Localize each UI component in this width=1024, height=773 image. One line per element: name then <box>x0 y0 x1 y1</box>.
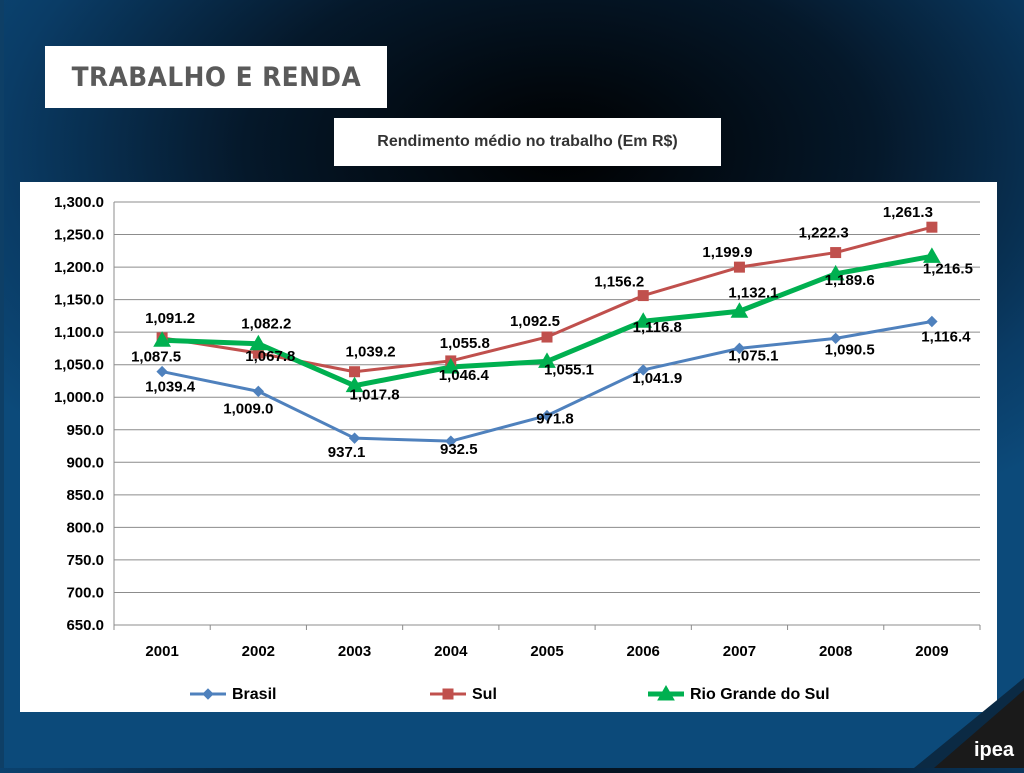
data-label-rs: 1,132.1 <box>728 284 778 301</box>
y-tick-label: 650.0 <box>66 617 104 634</box>
legend-label-rs: Rio Grande do Sul <box>690 686 830 703</box>
data-label-sul: 1,055.8 <box>440 335 490 352</box>
data-label-brasil: 1,075.1 <box>728 347 778 364</box>
y-tick-label: 1,250.0 <box>54 227 104 244</box>
y-tick-label: 950.0 <box>66 422 104 439</box>
chart-title-box: Rendimento médio no trabalho (Em R$) <box>334 118 721 166</box>
data-point-brasil <box>637 364 649 376</box>
data-label-brasil: 1,041.9 <box>632 370 682 387</box>
data-point-brasil <box>156 365 168 378</box>
y-tick-label: 1,150.0 <box>54 292 104 309</box>
y-tick-label: 1,000.0 <box>54 389 104 406</box>
data-point-brasil <box>926 315 938 328</box>
data-label-brasil: 1,039.4 <box>145 379 196 396</box>
legend-marker-sul <box>442 688 454 700</box>
data-point-brasil <box>829 332 842 345</box>
data-label-brasil: 932.5 <box>440 441 478 458</box>
x-tick-label: 2003 <box>338 643 371 660</box>
data-point-sul <box>349 366 361 378</box>
data-point-sul <box>733 261 745 273</box>
data-point-rs <box>826 264 845 281</box>
y-tick-label: 1,100.0 <box>54 324 104 341</box>
data-label-rs: 1,017.8 <box>350 387 400 404</box>
data-label-sul: 1,091.2 <box>145 310 195 327</box>
data-point-rs <box>923 247 941 263</box>
y-tick-label: 900.0 <box>66 454 104 471</box>
data-label-brasil: 937.1 <box>328 444 366 461</box>
y-tick-label: 750.0 <box>66 552 104 569</box>
x-tick-label: 2001 <box>145 643 178 660</box>
y-tick-label: 1,050.0 <box>54 357 104 374</box>
y-tick-label: 1,300.0 <box>54 194 104 211</box>
data-label-sul: 1,039.2 <box>346 344 396 361</box>
legend-marker-brasil <box>202 688 214 700</box>
data-point-sul <box>541 331 553 343</box>
logo-text: ipea <box>973 739 1014 761</box>
data-point-brasil <box>445 435 457 447</box>
x-tick-label: 2002 <box>242 643 275 660</box>
data-label-sul: 1,067.8 <box>245 348 295 365</box>
data-label-sul: 1,156.2 <box>594 274 644 291</box>
line-chart: 650.0 700.0 750.0 800.0 850.0 900.0 950.0 1,000… <box>54 194 981 703</box>
data-point-rs <box>538 352 556 368</box>
y-tick-label: 700.0 <box>66 584 104 601</box>
data-label-sul: 1,222.3 <box>799 225 849 242</box>
data-label-sul: 1,199.9 <box>702 244 752 261</box>
data-label-rs: 1,055.1 <box>544 361 594 378</box>
data-label-rs: 1,087.5 <box>131 348 181 365</box>
data-label-brasil: 1,116.4 <box>921 328 971 345</box>
data-point-rs <box>441 358 460 374</box>
data-point-sul <box>830 247 842 259</box>
x-tick-label: 2009 <box>915 643 948 660</box>
title-box: TRABALHO E RENDA <box>45 46 387 108</box>
data-label-rs: 1,216.5 <box>923 260 973 277</box>
x-tick-label: 2008 <box>819 643 852 660</box>
data-point-rs <box>730 302 749 318</box>
data-label-rs: 1,082.2 <box>241 316 291 333</box>
frame-left-line <box>0 0 4 768</box>
data-label-sul: 1,261.3 <box>883 204 933 221</box>
x-tick-label: 2007 <box>723 643 756 660</box>
data-label-rs: 1,189.6 <box>825 272 875 289</box>
data-label-rs: 1,116.8 <box>633 319 682 336</box>
data-point-rs <box>249 334 268 351</box>
data-point-brasil <box>733 342 746 355</box>
data-label-rs: 1,046.4 <box>439 367 490 384</box>
data-label-brasil: 1,090.5 <box>825 341 875 358</box>
legend-label-sul: Sul <box>472 686 497 703</box>
data-point-brasil <box>348 432 361 444</box>
x-tick-label: 2005 <box>530 643 563 660</box>
data-point-rs <box>634 312 653 328</box>
logo-corner-shape <box>914 678 1024 768</box>
data-point-brasil <box>252 385 265 398</box>
data-point-rs <box>345 376 364 393</box>
data-point-sul <box>926 221 938 233</box>
chart-panel: 650.0 700.0 750.0 800.0 850.0 900.0 950.0 1,000… <box>20 182 997 712</box>
legend-marker-rs <box>657 684 675 701</box>
x-tick-label: 2004 <box>434 643 468 660</box>
ipea-logo: ipea <box>914 678 1024 768</box>
data-point-sul <box>637 290 649 302</box>
y-tick-label: 800.0 <box>66 519 104 536</box>
data-point-brasil <box>541 409 553 422</box>
data-label-brasil: 1,009.0 <box>223 400 273 417</box>
legend-label-brasil: Brasil <box>232 686 276 703</box>
x-tick-label: 2006 <box>627 643 660 660</box>
y-tick-label: 850.0 <box>66 487 104 504</box>
chart-title: Rendimento médio no trabalho (Em R$) <box>377 133 678 150</box>
page-title: TRABALHO E RENDA <box>71 61 361 93</box>
data-label-brasil: 971.8 <box>536 411 574 428</box>
y-tick-label: 1,200.0 <box>54 259 104 276</box>
data-point-rs <box>153 331 171 347</box>
data-label-sul: 1,092.5 <box>510 313 560 330</box>
